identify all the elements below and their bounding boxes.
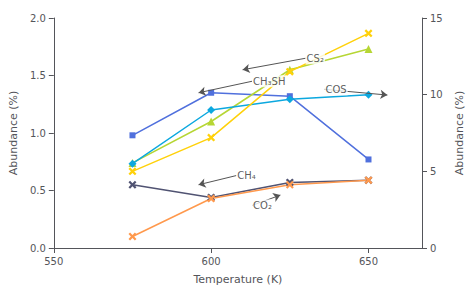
svg-text:5: 5 [430,166,436,177]
svg-text:CS₂: CS₂ [307,53,324,64]
svg-text:1.5: 1.5 [30,70,46,81]
svg-text:15: 15 [430,13,443,24]
svg-text:CO₂: CO₂ [253,200,272,211]
svg-text:Abundance (%): Abundance (%) [7,91,20,176]
svg-text:650: 650 [359,256,378,267]
svg-text:0.0: 0.0 [30,243,46,254]
svg-text:550: 550 [44,256,63,267]
svg-text:2.0: 2.0 [30,13,46,24]
svg-text:10: 10 [430,89,443,100]
svg-text:600: 600 [202,256,221,267]
svg-text:1.0: 1.0 [30,128,46,139]
svg-text:0.5: 0.5 [30,185,46,196]
svg-text:CH₄: CH₄ [237,170,256,181]
svg-text:Temperature (K): Temperature (K) [192,273,282,286]
svg-text:COS: COS [325,84,346,95]
svg-text:Abundance (%): Abundance (%) [453,91,466,176]
svg-text:CH₃SH: CH₃SH [253,76,285,87]
svg-text:0: 0 [430,243,436,254]
